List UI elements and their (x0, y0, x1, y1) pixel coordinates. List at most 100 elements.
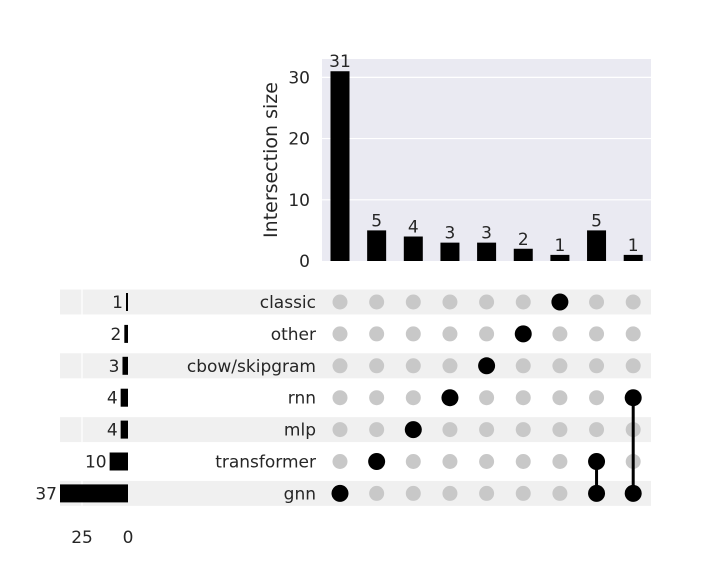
matrix-dot-inactive (369, 422, 385, 438)
y-tick-label: 10 (288, 191, 310, 211)
matrix-dot-inactive (442, 485, 458, 501)
matrix-dot-active (588, 484, 606, 502)
matrix-dot-active (514, 325, 532, 343)
matrix-dot-inactive (589, 294, 605, 310)
intersection-bar (367, 230, 387, 261)
membership-matrix (331, 293, 642, 502)
matrix-dot-inactive (369, 485, 385, 501)
intersection-bar-label: 1 (554, 236, 565, 256)
set-size-label: 3 (109, 357, 120, 377)
matrix-dot-inactive (405, 454, 421, 469)
matrix-dot-inactive (589, 422, 605, 438)
matrix-dot-inactive (515, 454, 531, 469)
intersection-bar (440, 242, 460, 261)
matrix-dot-inactive (332, 422, 348, 438)
y-tick-label: 30 (288, 68, 310, 88)
matrix-dot-inactive (332, 326, 348, 342)
set-size-tick-label: 0 (123, 528, 134, 548)
intersection-bar (403, 236, 423, 261)
intersection-bars (330, 71, 643, 261)
matrix-dot-inactive (405, 485, 421, 501)
set-size-bar (126, 293, 128, 311)
intersection-bar-label: 4 (408, 218, 419, 238)
set-size-bars (60, 293, 128, 503)
set-size-bar (109, 452, 128, 471)
matrix-dot-inactive (552, 454, 568, 469)
set-size-bar (120, 388, 128, 407)
set-size-label: 37 (35, 484, 57, 504)
matrix-dot-inactive (515, 422, 531, 438)
matrix-dot-active (624, 484, 642, 502)
matrix-dot-active (404, 421, 422, 439)
matrix-dot-inactive (405, 390, 421, 406)
bar-gridlines (322, 76, 651, 201)
matrix-dot-inactive (442, 294, 458, 310)
matrix-dot-inactive (515, 294, 531, 310)
matrix-dot-active (441, 389, 459, 407)
set-size-tick-label: 25 (71, 528, 93, 548)
matrix-dot-inactive (405, 294, 421, 310)
set-size-label: 10 (85, 453, 107, 473)
matrix-dot-inactive (552, 326, 568, 342)
intersection-bar-label: 2 (518, 230, 529, 250)
matrix-dot-inactive (442, 326, 458, 342)
set-label: other (271, 325, 316, 345)
y-tick-label: 0 (299, 252, 310, 272)
matrix-dot-inactive (332, 454, 348, 469)
matrix-dot-inactive (589, 358, 605, 374)
set-label: transformer (215, 453, 316, 473)
matrix-dot-active (551, 293, 569, 311)
set-size-label: 4 (107, 421, 118, 441)
matrix-dot-inactive (625, 358, 641, 374)
matrix-dot-inactive (552, 358, 568, 374)
intersection-bar (513, 248, 533, 261)
matrix-dot-inactive (332, 294, 348, 310)
matrix-dot-inactive (552, 390, 568, 406)
matrix-dot-inactive (515, 390, 531, 406)
matrix-dot-active (478, 357, 496, 375)
intersection-bar (550, 254, 570, 261)
y-tick-label: 20 (288, 130, 310, 150)
intersection-bar (330, 71, 350, 261)
set-size-label: 1 (112, 293, 123, 313)
intersection-bar (587, 230, 607, 261)
matrix-dot-inactive (479, 390, 495, 406)
matrix-dot-inactive (369, 326, 385, 342)
y-axis-ticks: 0 10 20 30 (288, 68, 310, 272)
matrix-dot-inactive (479, 422, 495, 438)
set-size-axis-ticks: 25 0 (71, 528, 133, 548)
matrix-dot-inactive (369, 358, 385, 374)
set-size-bar (122, 356, 128, 375)
set-size-label: 4 (107, 389, 118, 409)
intersection-bar-label: 5 (371, 211, 382, 231)
set-label: classic (260, 293, 316, 313)
set-size-label: 2 (110, 325, 121, 345)
matrix-dot-inactive (589, 390, 605, 406)
set-label: gnn (284, 484, 316, 504)
matrix-dot-inactive (479, 294, 495, 310)
set-label: mlp (284, 421, 316, 441)
matrix-dot-inactive (515, 358, 531, 374)
matrix-dot-active (368, 453, 386, 470)
set-size-bar (60, 484, 128, 503)
matrix-dot-inactive (369, 294, 385, 310)
set-label: rnn (288, 389, 316, 409)
matrix-dot-inactive (405, 358, 421, 374)
matrix-dot-inactive (369, 390, 385, 406)
matrix-dot-inactive (442, 358, 458, 374)
y-axis-label: Intersection size (260, 82, 282, 238)
intersection-bar-label: 3 (481, 224, 492, 244)
intersection-bar-label: 1 (628, 236, 639, 256)
intersection-bar-label: 31 (329, 52, 351, 72)
matrix-dot-inactive (479, 485, 495, 501)
matrix-dot-active (331, 484, 349, 502)
matrix-dot-inactive (552, 485, 568, 501)
set-labels: classic other cbow/skipgram rnn mlp transform… (187, 293, 316, 504)
intersection-bar-label: 5 (591, 211, 602, 231)
matrix-dot-inactive (405, 326, 421, 342)
matrix-dot-inactive (332, 358, 348, 374)
matrix-dot-inactive (442, 454, 458, 469)
intersection-bar (623, 254, 643, 261)
matrix-dot-inactive (552, 422, 568, 438)
